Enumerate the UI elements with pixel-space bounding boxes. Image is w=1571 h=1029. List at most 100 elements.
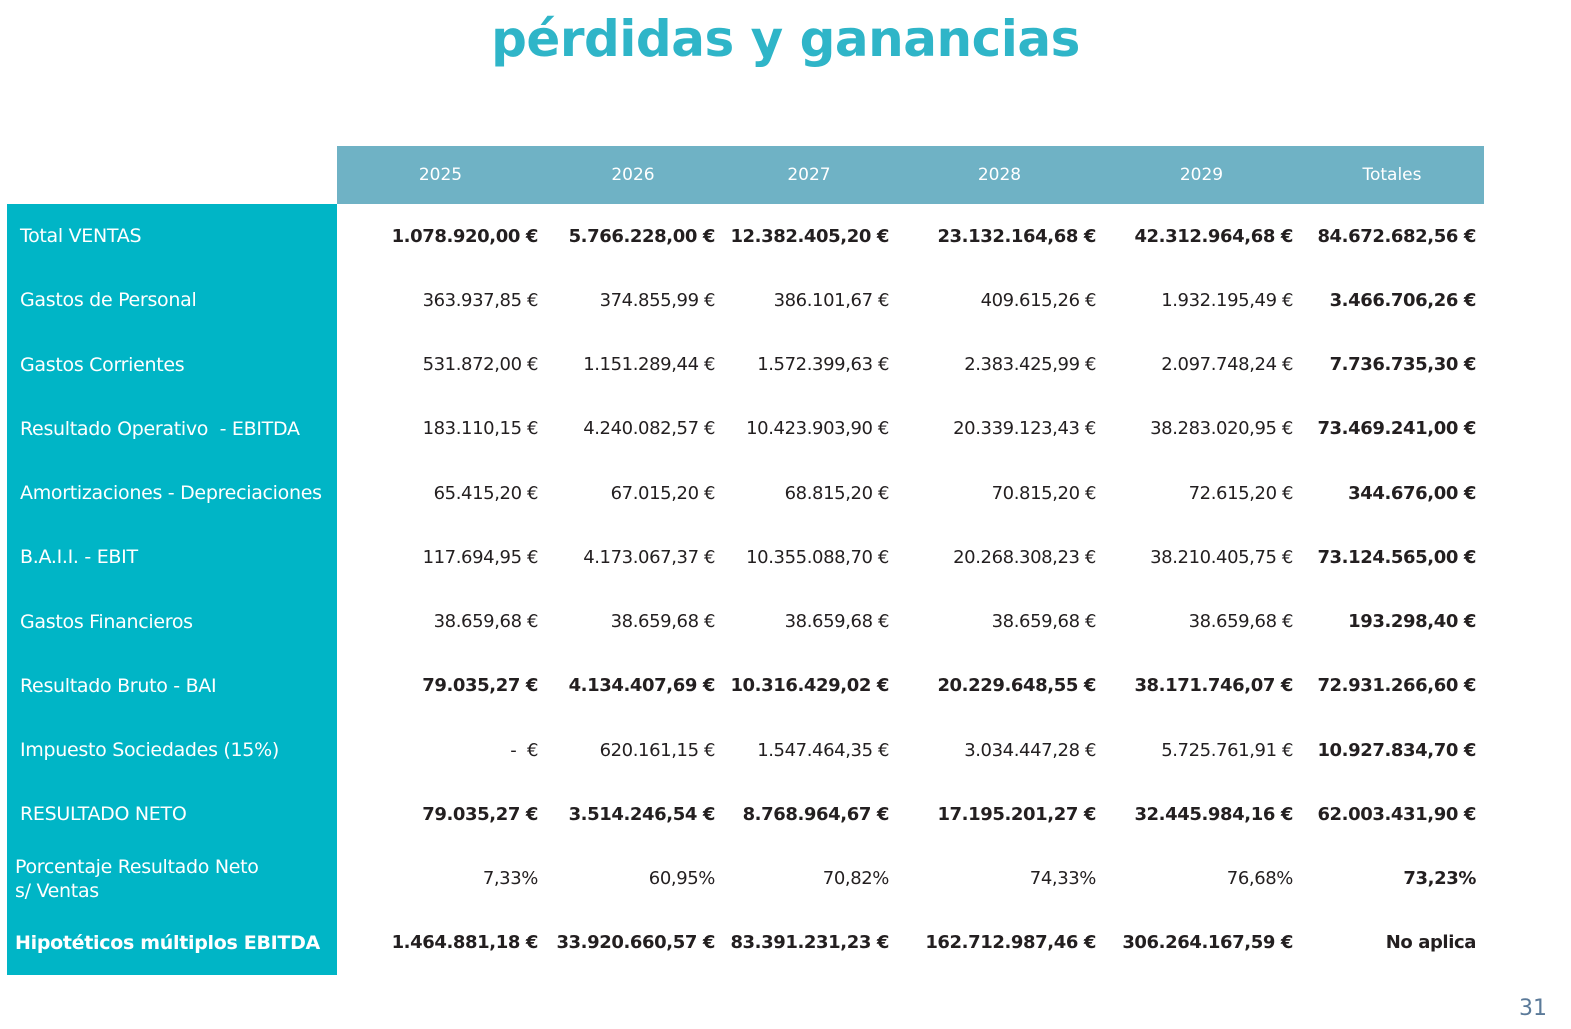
cell: 38.659,68 € [784,611,890,633]
cell: 38.659,68 € [991,611,1097,633]
cell: 74,33% [1029,868,1097,890]
cell: 4.240.082,57 € [583,418,715,440]
cell: 67.015,20 € [610,482,716,504]
cell: 374.855,99 € [599,289,716,311]
cell: 1.151.289,44 € [583,354,715,376]
cell: 70.815,20 € [991,482,1097,504]
cell: 1.547.464,35 € [757,739,889,761]
cell: 5.766.228,00 € [568,225,716,247]
cell-total: 62.003.431,90 € [1317,803,1476,825]
cell: 10.423.903,90 € [746,418,889,440]
cell-total: 10.927.834,70 € [1317,739,1476,761]
cell-total: 73.469.241,00 € [1317,418,1476,440]
table-row-gastos-personal: Gastos de Personal 363.937,85 € 374.855,… [7,268,1484,332]
cell: 33.920.660,57 € [556,932,715,954]
table-row-ebitda: Resultado Operativo - EBITDA 183.110,15 … [7,397,1484,461]
row-label: Amortizaciones - Depreciaciones [20,482,322,505]
cell-total: 73.124.565,00 € [1317,546,1476,568]
row-label: Impuesto Sociedades (15%) [20,739,279,762]
cell: 2.383.425,99 € [964,354,1096,376]
cell: 1.572.399,63 € [757,354,889,376]
cell-total: 73,23% [1403,868,1476,890]
cell: 306.264.167,59 € [1122,932,1293,954]
cell: 620.161,15 € [599,739,716,761]
cell: 42.312.964,68 € [1134,225,1293,247]
cell: 7,33% [482,868,539,890]
table-row-total-ventas: Total VENTAS 1.078.920,00 € 5.766.228,00… [7,204,1484,268]
cell: 20.339.123,43 € [953,418,1096,440]
cell-total: 3.466.706,26 € [1329,289,1477,311]
table-header: 2025 2026 2027 2028 2029 Totales [337,146,1484,204]
row-label: Resultado Operativo - EBITDA [20,417,300,440]
cell: 363.937,85 € [422,289,539,311]
cell: 1.932.195,49 € [1161,289,1293,311]
cell: 1.078.920,00 € [391,225,539,247]
page-number: 31 [1519,996,1547,1021]
column-header-2028: 2028 [977,165,1022,185]
cell: 38.171.746,07 € [1134,675,1293,697]
cell: 162.712.987,46 € [925,932,1096,954]
cell: 17.195.201,27 € [937,803,1096,825]
row-label-column [7,204,337,975]
cell: 386.101,67 € [773,289,890,311]
column-header-2029: 2029 [1179,165,1224,185]
cell-total: 72.931.266,60 € [1317,675,1476,697]
cell: 68.815,20 € [784,482,890,504]
column-header-2025: 2025 [418,165,463,185]
cell: 1.464.881,18 € [391,932,539,954]
cell: 5.725.761,91 € [1161,739,1293,761]
table-row-amortizaciones: Amortizaciones - Depreciaciones 65.415,2… [7,461,1484,525]
cell: 38.210.405,75 € [1150,546,1293,568]
row-label: Total VENTAS [20,225,142,248]
table-row-porcentaje-neto: Porcentaje Resultado Neto s/ Ventas 7,33… [7,847,1484,911]
cell: 38.659,68 € [610,611,716,633]
cell: 10.316.429,02 € [730,675,889,697]
column-header-2026: 2026 [611,165,655,185]
column-header-2027: 2027 [787,165,831,185]
cell: 38.283.020,95 € [1150,418,1293,440]
table-row-ebit: B.A.I.I. - EBIT 117.694,95 € 4.173.067,3… [7,525,1484,589]
cell: 12.382.405,20 € [730,225,889,247]
cell-total: 344.676,00 € [1348,482,1476,504]
cell-total: 193.298,40 € [1348,611,1476,633]
table-row-gastos-corrientes: Gastos Corrientes 531.872,00 € 1.151.289… [7,333,1484,397]
cell: 409.615,26 € [980,289,1097,311]
table-row-resultado-bruto: Resultado Bruto - BAI 79.035,27 € 4.134.… [7,654,1484,718]
cell: 38.659,68 € [1188,611,1294,633]
cell-total: 7.736.735,30 € [1329,354,1477,376]
table-row-impuesto-sociedades: Impuesto Sociedades (15%) - € 620.161,15… [7,718,1484,782]
cell: 2.097.748,24 € [1161,354,1293,376]
row-label: Gastos Corrientes [20,353,185,376]
cell: 183.110,15 € [422,418,539,440]
cell: 3.034.447,28 € [964,739,1096,761]
cell: 32.445.984,16 € [1134,803,1293,825]
row-label: Gastos Financieros [20,610,193,633]
row-label: Hipotéticos múltiplos EBITDA [15,931,320,954]
table-row-multiplos-ebitda: Hipotéticos múltiplos EBITDA 1.464.881,1… [7,911,1484,975]
cell: 72.615,20 € [1188,482,1294,504]
column-header-totales: Totales [1362,165,1422,185]
table-row-gastos-financieros: Gastos Financieros 38.659,68 € 38.659,68… [7,590,1484,654]
table-row-resultado-neto: RESULTADO NETO 79.035,27 € 3.514.246,54 … [7,782,1484,846]
cell: 23.132.164,68 € [937,225,1096,247]
cell: 4.134.407,69 € [568,675,716,697]
cell: 65.415,20 € [433,482,539,504]
cell: 79.035,27 € [422,803,538,825]
cell: 4.173.067,37 € [583,546,715,568]
cell: 20.268.308,23 € [953,546,1096,568]
cell: - € [510,739,538,761]
cell-total: 84.672.682,56 € [1317,225,1476,247]
cell: 76,68% [1226,868,1294,890]
row-label: Porcentaje Resultado Neto s/ Ventas [15,855,259,902]
cell: 20.229.648,55 € [937,675,1096,697]
page-title: pérdidas y ganancias [491,10,1080,68]
cell: 83.391.231,23 € [730,932,889,954]
cell: 38.659,68 € [433,611,539,633]
cell: 531.872,00 € [422,354,539,376]
cell: 79.035,27 € [422,675,538,697]
cell: 10.355.088,70 € [746,546,889,568]
row-label: Gastos de Personal [20,289,197,312]
row-label: RESULTADO NETO [20,803,187,826]
cell: 117.694,95 € [422,546,539,568]
